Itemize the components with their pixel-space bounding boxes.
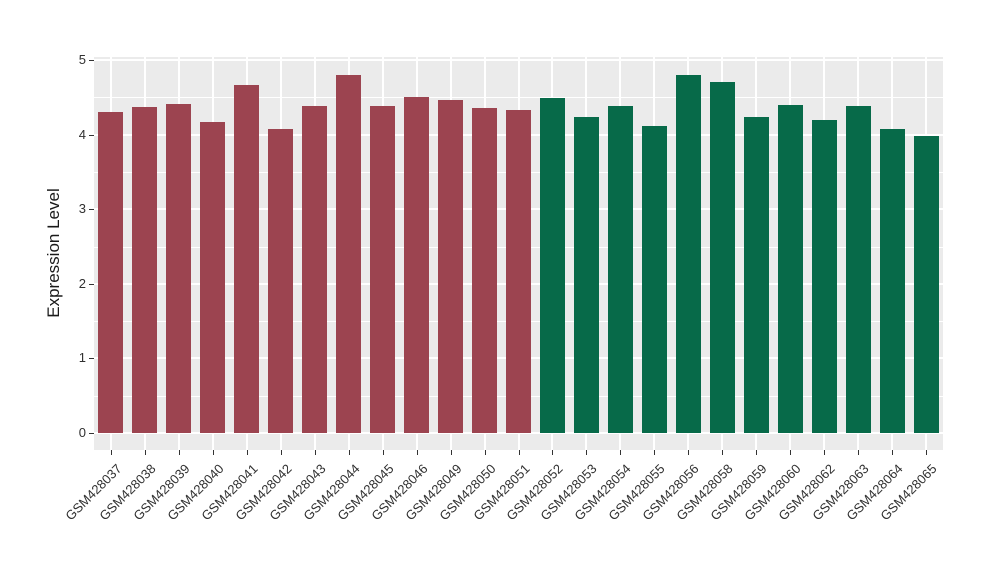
bar-GSM428064 [880,129,905,433]
bar-GSM428063 [846,106,871,433]
bar-GSM428051 [506,110,531,433]
bar-GSM428040 [200,122,225,433]
x-axis-tick [247,450,248,455]
x-axis-tick [451,450,452,455]
bar-GSM428044 [336,75,361,433]
bar-GSM428059 [744,117,769,433]
x-axis-tick [179,450,180,455]
bar-GSM428060 [778,105,803,433]
x-axis-tick [756,450,757,455]
x-axis-tick [654,450,655,455]
bar-GSM428042 [268,129,293,433]
x-axis-tick [790,450,791,455]
bar-GSM428045 [370,106,395,433]
y-tick-label: 0 [78,425,86,440]
bar-GSM428062 [812,120,837,433]
x-axis-tick [620,450,621,455]
x-axis-tick [417,450,418,455]
x-axis-tick [485,450,486,455]
bar-GSM428053 [574,117,599,433]
bar-GSM428052 [540,98,565,433]
y-tick-label: 1 [78,350,86,365]
x-axis-tick [383,450,384,455]
y-tick-label: 2 [78,276,86,291]
bar-GSM428049 [438,100,463,433]
x-axis-tick [519,450,520,455]
bar-GSM428056 [676,75,701,433]
bar-GSM428054 [608,106,633,433]
x-axis-tick [688,450,689,455]
y-tick-label: 4 [78,127,86,142]
x-axis-tick [926,450,927,455]
bar-GSM428046 [404,97,429,433]
x-axis-tick [552,450,553,455]
plot-panel [94,57,943,450]
x-axis-tick [111,450,112,455]
bar-GSM428055 [642,126,667,433]
y-tick-label: 3 [78,201,86,216]
x-axis-tick [892,450,893,455]
bar-GSM428038 [132,107,157,433]
x-axis-tick [281,450,282,455]
y-axis-tick [89,284,94,285]
x-axis-tick [213,450,214,455]
y-axis-tick [89,358,94,359]
x-axis-tick [349,450,350,455]
y-tick-label: 5 [78,52,86,67]
bar-GSM428065 [914,136,939,433]
y-axis-tick [89,60,94,61]
x-axis-tick [722,450,723,455]
x-axis-tick [586,450,587,455]
x-axis-tick [824,450,825,455]
bar-GSM428039 [166,104,191,433]
x-axis-tick [145,450,146,455]
bar-GSM428050 [472,108,497,433]
bar-GSM428058 [710,82,735,433]
y-axis-tick [89,209,94,210]
x-axis-tick [858,450,859,455]
x-axis-tick [315,450,316,455]
y-axis-tick [89,135,94,136]
y-axis-tick [89,433,94,434]
bar-GSM428043 [302,106,327,433]
bar-GSM428041 [234,85,259,433]
bar-GSM428037 [98,112,123,433]
